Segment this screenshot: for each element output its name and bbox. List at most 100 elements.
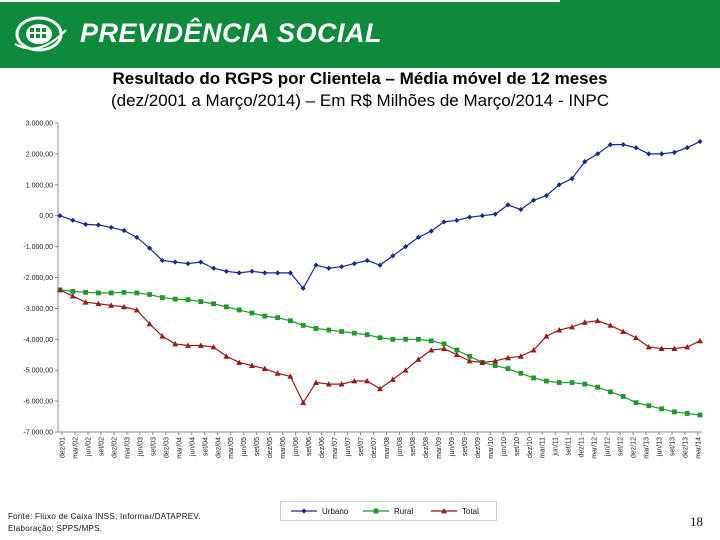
data-point-rural <box>160 295 165 300</box>
x-tick-label: set/07 <box>358 437 365 456</box>
data-point-total <box>287 373 294 379</box>
x-tick-label: set/06 <box>306 437 313 456</box>
legend-label-urbano: Urbano <box>322 507 349 516</box>
data-point-rural <box>249 310 255 316</box>
chart-legend: Urbano Rural Total <box>280 501 497 521</box>
data-point-total <box>671 345 678 351</box>
data-point-rural <box>492 363 498 368</box>
x-tick-label: set/03 <box>150 437 157 456</box>
data-point-rural <box>198 299 204 305</box>
data-point-total <box>364 378 371 384</box>
data-point-urbano <box>569 176 575 182</box>
x-tick-label: mar/05 <box>228 437 235 459</box>
x-tick-label: mar/07 <box>332 437 339 459</box>
data-point-total <box>338 381 345 387</box>
data-point-urbano <box>671 149 677 155</box>
data-point-urbano <box>646 151 652 157</box>
data-point-rural <box>582 381 588 387</box>
data-point-rural <box>300 322 306 328</box>
data-point-rural <box>684 411 690 416</box>
x-tick-label: dez/09 <box>475 437 482 458</box>
data-point-rural <box>633 400 639 406</box>
x-tick-label: jun/10 <box>501 437 508 457</box>
data-point-rural <box>608 389 613 395</box>
footnote-elaboration: Elaboração: SPPS/MPS. <box>8 524 103 533</box>
data-point-rural <box>518 370 524 376</box>
data-point-total <box>645 344 652 350</box>
data-point-urbano <box>659 151 665 157</box>
legend-label-rural: Rural <box>394 507 413 516</box>
data-point-rural <box>339 329 344 334</box>
series-line-rural <box>59 289 701 416</box>
x-tick-label: jun/09 <box>449 437 456 457</box>
data-point-urbano <box>275 270 281 276</box>
data-point-total <box>57 286 63 293</box>
footnote: Fonte: Fluxo de Caixa INSS; Informar/DAT… <box>8 511 201 535</box>
data-point-urbano <box>415 234 421 240</box>
chart-title-line2: (dez/2001 a Março/2014) – Em R$ Milhões … <box>111 91 609 110</box>
data-point-urbano <box>83 221 89 227</box>
data-point-total <box>633 334 639 341</box>
legend-marker-urbano <box>301 508 307 514</box>
page-number: 18 <box>690 514 703 529</box>
header-topline <box>0 0 560 2</box>
x-tick-label: mar/02 <box>72 437 79 459</box>
y-tick-label: -1.000,00 <box>23 244 53 251</box>
data-point-urbano <box>147 245 153 251</box>
x-tick-label: mar/09 <box>436 437 443 459</box>
data-point-total <box>581 319 588 325</box>
data-point-total <box>223 353 230 359</box>
line-chart: 3.000,00 2.000,00 1.000,00 0,00 -1.000,00 -2.… <box>23 121 703 459</box>
data-point-urbano <box>313 262 319 268</box>
data-point-urbano <box>697 138 703 145</box>
data-point-total <box>133 306 140 313</box>
data-point-urbano <box>326 265 332 271</box>
x-tick-label: dez/07 <box>371 437 378 458</box>
y-tick-label: -4.000,00 <box>23 337 53 344</box>
data-point-urbano <box>198 259 204 265</box>
data-point-urbano <box>70 217 76 223</box>
x-tick-label: dez/10 <box>527 437 534 458</box>
data-point-urbano <box>287 270 293 276</box>
data-point-rural <box>467 353 472 359</box>
footnote-source: Fonte: Fluxo de Caixa INSS; Informar/DAT… <box>8 512 201 521</box>
data-point-rural <box>352 330 357 336</box>
x-tick-label: jun/05 <box>241 437 248 457</box>
x-tick-label: mar/13 <box>644 437 651 459</box>
x-tick-label: jun/08 <box>397 437 404 457</box>
data-point-urbano <box>441 219 447 225</box>
data-point-rural <box>70 289 76 294</box>
x-tick-label: jun/04 <box>189 437 196 457</box>
legend-marker-total <box>441 508 447 514</box>
data-point-total <box>95 300 102 307</box>
data-point-rural <box>134 290 140 296</box>
data-point-urbano <box>57 213 63 219</box>
data-point-rural <box>275 315 280 321</box>
data-point-urbano <box>236 270 242 276</box>
data-point-urbano <box>684 145 690 151</box>
data-point-urbano <box>620 142 626 148</box>
x-tick-label: dez/12 <box>631 437 638 458</box>
x-tick-label: dez/06 <box>319 437 326 458</box>
data-point-total <box>530 347 537 353</box>
x-tick-label: jun/06 <box>293 437 300 457</box>
data-point-urbano <box>556 182 562 188</box>
data-point-urbano <box>518 206 524 213</box>
x-tick-label: set/05 <box>254 437 261 456</box>
data-point-total <box>377 385 383 392</box>
y-tick-label: 2.000,00 <box>26 151 53 158</box>
data-point-total <box>197 342 204 348</box>
data-point-urbano <box>223 268 229 274</box>
data-point-urbano <box>607 142 613 148</box>
x-tick-label: jun/07 <box>345 437 352 457</box>
data-point-rural <box>544 378 549 384</box>
previdencia-logo-icon <box>14 16 67 52</box>
x-tick-label: mar/08 <box>384 437 391 459</box>
data-point-urbano <box>428 228 434 234</box>
x-tick-label: set/11 <box>566 437 573 456</box>
data-point-rural <box>646 403 652 409</box>
data-point-rural <box>569 380 575 385</box>
data-point-total <box>402 367 409 373</box>
data-point-total <box>108 302 115 308</box>
data-point-rural <box>326 327 332 333</box>
